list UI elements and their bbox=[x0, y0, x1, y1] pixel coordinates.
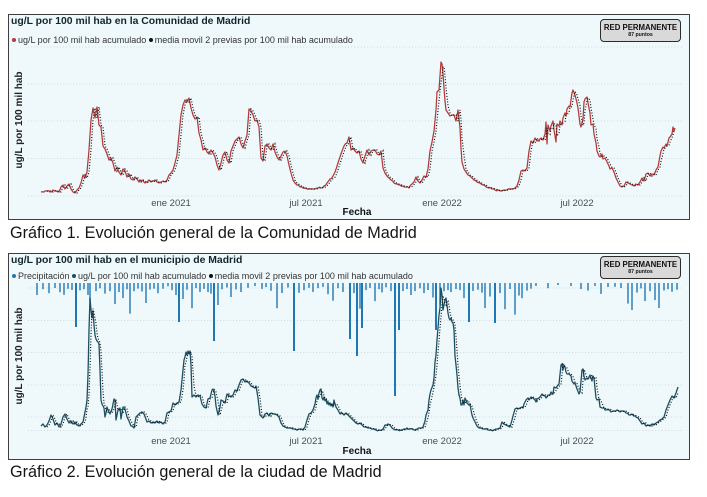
svg-text:ug/L por 100 mil hab: ug/L por 100 mil hab bbox=[14, 71, 25, 168]
svg-text:ug/L por 100 mil hab: ug/L por 100 mil hab bbox=[14, 307, 25, 404]
